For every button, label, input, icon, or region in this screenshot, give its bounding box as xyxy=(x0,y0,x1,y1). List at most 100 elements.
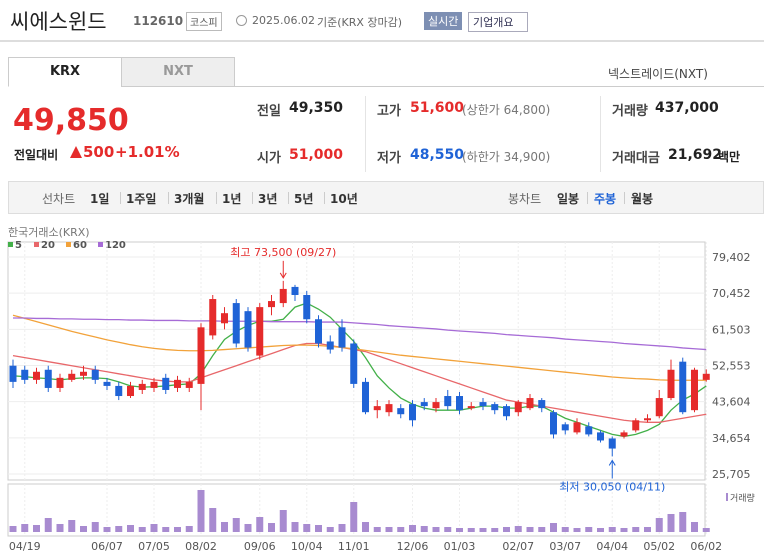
volume-bar xyxy=(232,518,240,532)
candle-body xyxy=(432,402,440,409)
volume-bar xyxy=(444,527,452,532)
candle-body xyxy=(655,398,663,417)
moving-average-line xyxy=(12,342,707,423)
candle-body xyxy=(68,373,76,380)
legend-swatch xyxy=(8,242,13,247)
candle-body xyxy=(326,341,334,350)
realtime-button[interactable]: 실시간 xyxy=(424,12,463,30)
period-sep xyxy=(120,192,121,204)
volume-bar xyxy=(291,522,299,532)
period-button[interactable]: 일봉 xyxy=(557,192,580,206)
separator xyxy=(600,96,601,172)
candle-body xyxy=(597,432,604,441)
legend-swatch xyxy=(66,242,71,247)
period-button[interactable]: 3개월 xyxy=(174,192,205,206)
candle-body xyxy=(350,343,358,384)
period-button[interactable]: 1년 xyxy=(222,192,242,206)
candle-body xyxy=(197,327,205,384)
volume-bar xyxy=(420,526,428,532)
volume-bar xyxy=(326,527,334,532)
candle-body xyxy=(467,406,475,409)
volume-bar xyxy=(185,526,193,532)
annotation-arrowhead xyxy=(279,272,287,279)
period-button[interactable]: 주봉 xyxy=(594,192,617,206)
period-button[interactable]: 1주일 xyxy=(126,192,157,206)
volume-bar xyxy=(221,522,228,532)
nxt-link[interactable]: 넥스트레이드(NXT) xyxy=(608,67,708,81)
candle-body xyxy=(456,396,463,411)
volume-bar xyxy=(268,523,275,532)
x-tick-label: 06/07 xyxy=(91,540,123,553)
volume-bar xyxy=(573,528,581,532)
period-label: 선차트 xyxy=(42,192,76,206)
tab[interactable]: KRX xyxy=(8,57,122,87)
volume-bar xyxy=(585,527,593,532)
period-button[interactable]: 10년 xyxy=(330,192,358,206)
candle-body xyxy=(91,369,99,380)
volume-bar xyxy=(409,525,416,532)
y-tick-label: 25,705 xyxy=(712,468,751,481)
y-tick-label: 70,452 xyxy=(712,287,751,300)
candle-body xyxy=(491,404,499,411)
candle-body xyxy=(56,377,64,388)
change: 500 xyxy=(83,143,115,161)
volume-bar xyxy=(244,524,252,532)
period-sep xyxy=(216,192,217,204)
volume-bar xyxy=(127,525,134,532)
moving-average-line xyxy=(13,317,707,351)
volume-bar xyxy=(338,524,346,532)
volume-bar xyxy=(174,527,181,532)
candle-body xyxy=(385,404,393,413)
period-sep xyxy=(624,192,625,204)
candle-body xyxy=(373,406,381,411)
candle-body xyxy=(702,373,710,380)
stock-code: 112610 xyxy=(133,14,184,28)
tab-line xyxy=(235,86,764,87)
candle-body xyxy=(632,420,640,431)
candle-body xyxy=(21,369,29,380)
change-pct: +1.01% xyxy=(115,143,180,161)
change-label: 전일대비 xyxy=(14,148,59,162)
tab[interactable]: NXT xyxy=(121,57,235,87)
x-tick-label: 04/04 xyxy=(596,540,628,553)
legend-swatch xyxy=(98,242,103,247)
candle-body xyxy=(315,319,322,344)
period-button[interactable]: 3년 xyxy=(258,192,278,206)
volume-bar xyxy=(279,510,287,532)
quote-label: 거래대금 xyxy=(612,151,660,166)
volume-label: 거래량 xyxy=(730,492,755,504)
period-sep xyxy=(324,192,325,204)
volume-bar xyxy=(467,528,475,532)
volume-bar xyxy=(303,524,311,532)
period-button[interactable]: 5년 xyxy=(294,192,314,206)
candle-body xyxy=(503,406,510,417)
y-tick-label: 79,402 xyxy=(712,251,751,264)
volume-bar xyxy=(702,528,710,532)
candle-body xyxy=(303,294,311,320)
x-tick-label: 12/06 xyxy=(397,540,429,553)
annotation: 최고 73,500 (09/27) xyxy=(230,246,336,259)
candle-body xyxy=(256,307,264,356)
x-tick-label: 10/04 xyxy=(291,540,323,553)
volume-bar xyxy=(550,523,557,532)
period-button[interactable]: 월봉 xyxy=(631,192,654,206)
quote-label: 거래량 xyxy=(612,104,648,119)
quote-value: 49,350 xyxy=(289,100,344,116)
x-tick-label: 01/03 xyxy=(444,540,476,553)
candle-body xyxy=(608,438,616,449)
x-tick-label: 07/05 xyxy=(138,540,170,553)
candle-body xyxy=(691,369,698,411)
legend-label: 60 xyxy=(73,240,87,251)
quote-value: 48,550 xyxy=(410,147,465,163)
candle-body xyxy=(115,385,123,397)
volume-bar xyxy=(538,527,546,532)
price: 49,850 xyxy=(13,103,129,138)
volume-bar xyxy=(138,527,146,532)
period-button[interactable]: 1일 xyxy=(90,192,110,206)
y-tick-label: 52,553 xyxy=(712,360,751,373)
volume-bar xyxy=(44,518,52,532)
overview-dropdown[interactable]: 기업개요 xyxy=(468,12,529,32)
legend-label: 5 xyxy=(15,240,22,251)
quote-value: 51,000 xyxy=(289,147,344,163)
x-tick-label: 08/02 xyxy=(185,540,217,553)
